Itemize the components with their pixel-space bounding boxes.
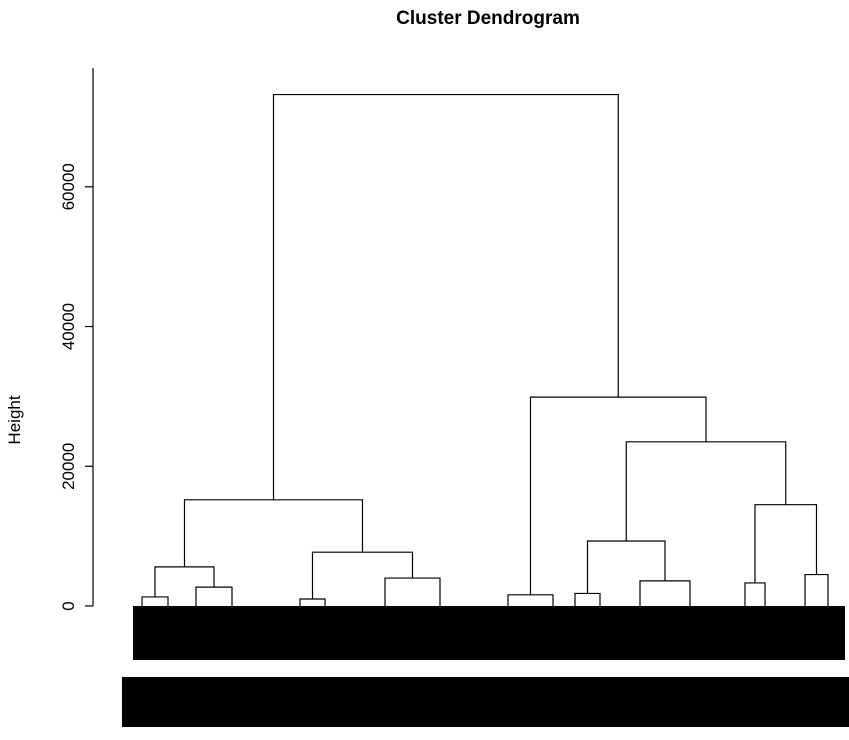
merge-link <box>804 573 829 602</box>
y-tick-label: 0 <box>59 601 78 610</box>
merge-link <box>154 566 215 597</box>
merge-link <box>183 499 364 567</box>
merge-link <box>586 540 666 594</box>
merge-link <box>744 582 766 602</box>
merge-link <box>195 586 233 602</box>
merge-link <box>574 592 601 602</box>
leaf-labels-block <box>122 677 849 727</box>
merge-link <box>141 596 169 602</box>
y-tick-label: 60000 <box>59 163 78 210</box>
merge-link <box>384 577 441 597</box>
merge-link <box>311 551 414 600</box>
merge-link <box>639 580 691 600</box>
merge-link <box>507 594 554 605</box>
y-axis-label: Height <box>5 395 24 444</box>
leaf-labels-block <box>133 606 845 660</box>
merge-link <box>625 441 787 542</box>
merge-link <box>299 598 326 604</box>
y-tick-label: 40000 <box>59 303 78 350</box>
merge-link <box>272 93 619 500</box>
merge-link <box>754 504 818 583</box>
merge-link <box>529 396 707 595</box>
chart-title: Cluster Dendrogram <box>396 8 580 29</box>
y-tick-label: 20000 <box>59 443 78 490</box>
